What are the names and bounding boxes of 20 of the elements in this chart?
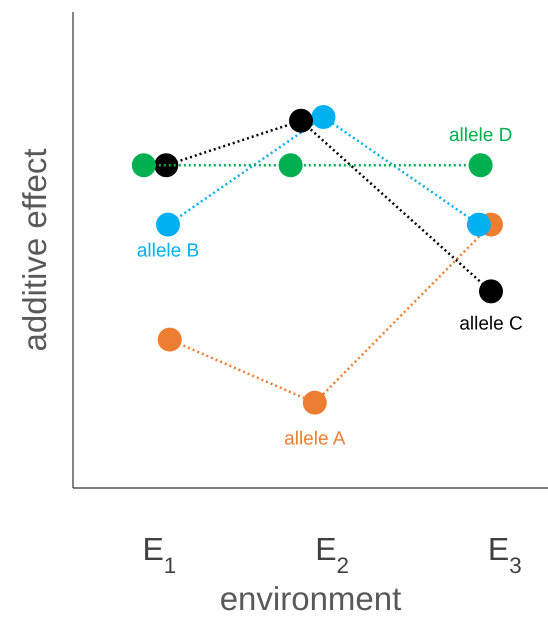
x-tick-label: E$_{3}$ [488, 531, 522, 578]
point [278, 153, 303, 178]
point [156, 212, 180, 237]
series-label: allele A [284, 428, 346, 450]
point [466, 212, 491, 237]
x-tick-label: E$_{2}$ [315, 531, 349, 578]
series-label: allele D [448, 125, 512, 146]
point [479, 279, 503, 304]
series-label: allele C [459, 313, 523, 334]
point [311, 105, 336, 129]
series-label: allele B [136, 240, 200, 262]
point [158, 328, 182, 352]
x-axis-title: environment [220, 580, 402, 617]
point [132, 153, 156, 178]
point [302, 390, 327, 415]
x-tick-label: E$_{1}$ [142, 531, 176, 578]
point [154, 153, 178, 178]
point [468, 153, 493, 178]
point [289, 108, 313, 133]
y-axis-title: additive effect [16, 148, 53, 352]
